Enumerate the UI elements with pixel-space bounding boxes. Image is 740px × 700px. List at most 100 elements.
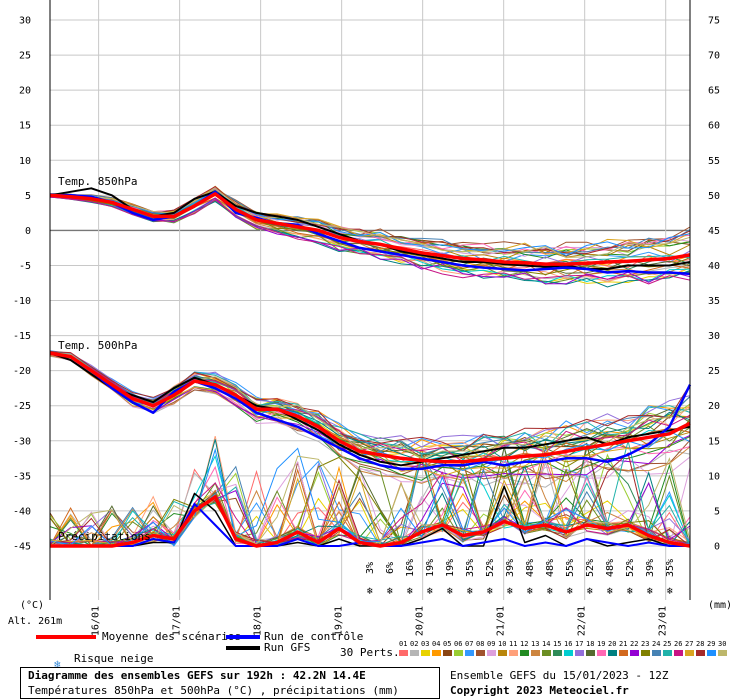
left-tick-label: 20 <box>19 86 31 97</box>
snow-risk-percent: 48% <box>545 559 556 577</box>
right-tick-label: 65 <box>708 86 720 97</box>
right-tick-label: 60 <box>708 121 720 132</box>
perturbation-number: 20 <box>608 640 617 648</box>
left-tick-label: -10 <box>13 296 31 307</box>
perturbation-swatch <box>696 650 705 656</box>
perturbation-swatch <box>443 650 452 656</box>
snowflake-icon: ❄ <box>547 586 554 597</box>
perturbation-swatch <box>619 650 628 656</box>
perturbation-swatch <box>421 650 430 656</box>
perturbation-swatch <box>487 650 496 656</box>
perturbation-precip-line <box>49 447 691 547</box>
t850-label: Temp. 850hPa <box>58 175 138 188</box>
perturbation-swatch <box>432 650 441 656</box>
perturbation-swatch <box>520 650 529 656</box>
perturbation-precip-line <box>49 440 691 547</box>
snowflake-icon: ❄ <box>427 586 434 597</box>
left-tick-label: 0 <box>25 226 31 237</box>
perturbation-850-line <box>49 190 691 256</box>
t500-label: Temp. 500hPa <box>58 339 138 352</box>
left-unit-label: (°C) <box>20 600 45 611</box>
perturbation-number: 14 <box>542 640 551 648</box>
perturbation-number: 23 <box>641 640 650 648</box>
perturbation-number: 01 <box>399 640 408 648</box>
perturbation-precip-line <box>49 456 691 547</box>
right-tick-label: 30 <box>708 331 720 342</box>
copyright: Copyright 2023 Meteociel.fr <box>450 684 629 697</box>
left-tick-label: -35 <box>13 471 31 482</box>
perturbation-swatch <box>509 650 518 656</box>
perturbation-number: 17 <box>575 640 584 648</box>
right-tick-label: 40 <box>708 261 720 272</box>
perturbation-number: 03 <box>421 640 430 648</box>
perturbation-swatch <box>641 650 650 656</box>
x-tick-label: 23/01 <box>658 606 669 636</box>
perturbation-number: 29 <box>707 640 716 648</box>
x-tick-label: 19/01 <box>334 606 345 636</box>
snow-risk-percent: 16% <box>405 559 416 577</box>
legend-mean-label: Moyenne des scénarios <box>102 630 242 643</box>
perturbation-number: 13 <box>531 640 540 648</box>
right-tick-label: 25 <box>708 366 720 377</box>
left-tick-label: -30 <box>13 436 31 447</box>
perturbation-number: 24 <box>652 640 661 648</box>
altitude-label: Alt. 261m <box>8 616 63 627</box>
perturbation-number: 08 <box>476 640 485 648</box>
snowflake-icon: ❄ <box>607 586 614 597</box>
perturbation-swatch <box>608 650 617 656</box>
snowflake-icon: ❄ <box>54 658 61 671</box>
snowflake-icon: ❄ <box>587 586 594 597</box>
chart-title: Diagramme des ensembles GEFS sur 192h : … <box>28 669 366 682</box>
snow-risk-percent: 35% <box>465 559 476 577</box>
right-tick-label: 50 <box>708 191 720 202</box>
perturbation-swatch <box>597 650 606 656</box>
perturbation-number: 27 <box>685 640 694 648</box>
perturbation-swatch <box>542 650 551 656</box>
control-850-line <box>50 190 691 276</box>
right-tick-label: 55 <box>708 156 720 167</box>
perturbation-swatch <box>399 650 408 656</box>
snow-risk-percent: 39% <box>645 559 656 577</box>
perturbation-500-line <box>49 350 691 450</box>
legend-mean-swatch <box>36 635 96 639</box>
gfs-500-line <box>49 352 691 467</box>
perturbation-swatch <box>454 650 463 656</box>
snow-risk-percent: 52% <box>585 559 596 577</box>
perturbation-swatch <box>564 650 573 656</box>
gfs-850-line <box>49 187 691 270</box>
snowflake-icon: ❄ <box>447 586 454 597</box>
snow-risk-percent: 3% <box>365 562 376 574</box>
left-tick-label: -5 <box>19 261 31 272</box>
perturbation-number: 06 <box>454 640 463 648</box>
perturbation-number: 30 <box>718 640 727 648</box>
right-tick-label: 45 <box>708 226 720 237</box>
perturbation-500-line <box>49 351 691 455</box>
perturbation-number: 12 <box>520 640 529 648</box>
perturbation-number: 04 <box>432 640 441 648</box>
perturbation-number: 02 <box>410 640 419 648</box>
perturbation-number: 26 <box>674 640 683 648</box>
snowflake-icon: ❄ <box>487 586 494 597</box>
legend-gfs-swatch <box>226 646 260 650</box>
control-500-line <box>49 351 692 471</box>
perturbation-850-line <box>49 193 691 269</box>
perturbation-precip-line <box>49 442 691 548</box>
snow-risk-percent: 52% <box>485 559 496 577</box>
right-unit-label: (mm) <box>708 600 733 611</box>
right-tick-label: 35 <box>708 296 720 307</box>
snow-risk-percent: 48% <box>605 559 616 577</box>
right-tick-label: 0 <box>714 542 720 553</box>
perturbation-swatch <box>707 650 716 656</box>
perturbation-number: 15 <box>553 640 562 648</box>
perturbation-swatch <box>674 650 683 656</box>
perturbation-swatch <box>553 650 562 656</box>
perturbation-number: 28 <box>696 640 705 648</box>
precip-label: Précipitations <box>58 530 151 543</box>
snow-risk-percent: 35% <box>665 559 676 577</box>
x-tick-label: 21/01 <box>496 606 507 636</box>
title-box <box>20 667 440 699</box>
snowflake-icon: ❄ <box>387 586 394 597</box>
perturbation-number: 22 <box>630 640 639 648</box>
perturbation-swatch <box>630 650 639 656</box>
